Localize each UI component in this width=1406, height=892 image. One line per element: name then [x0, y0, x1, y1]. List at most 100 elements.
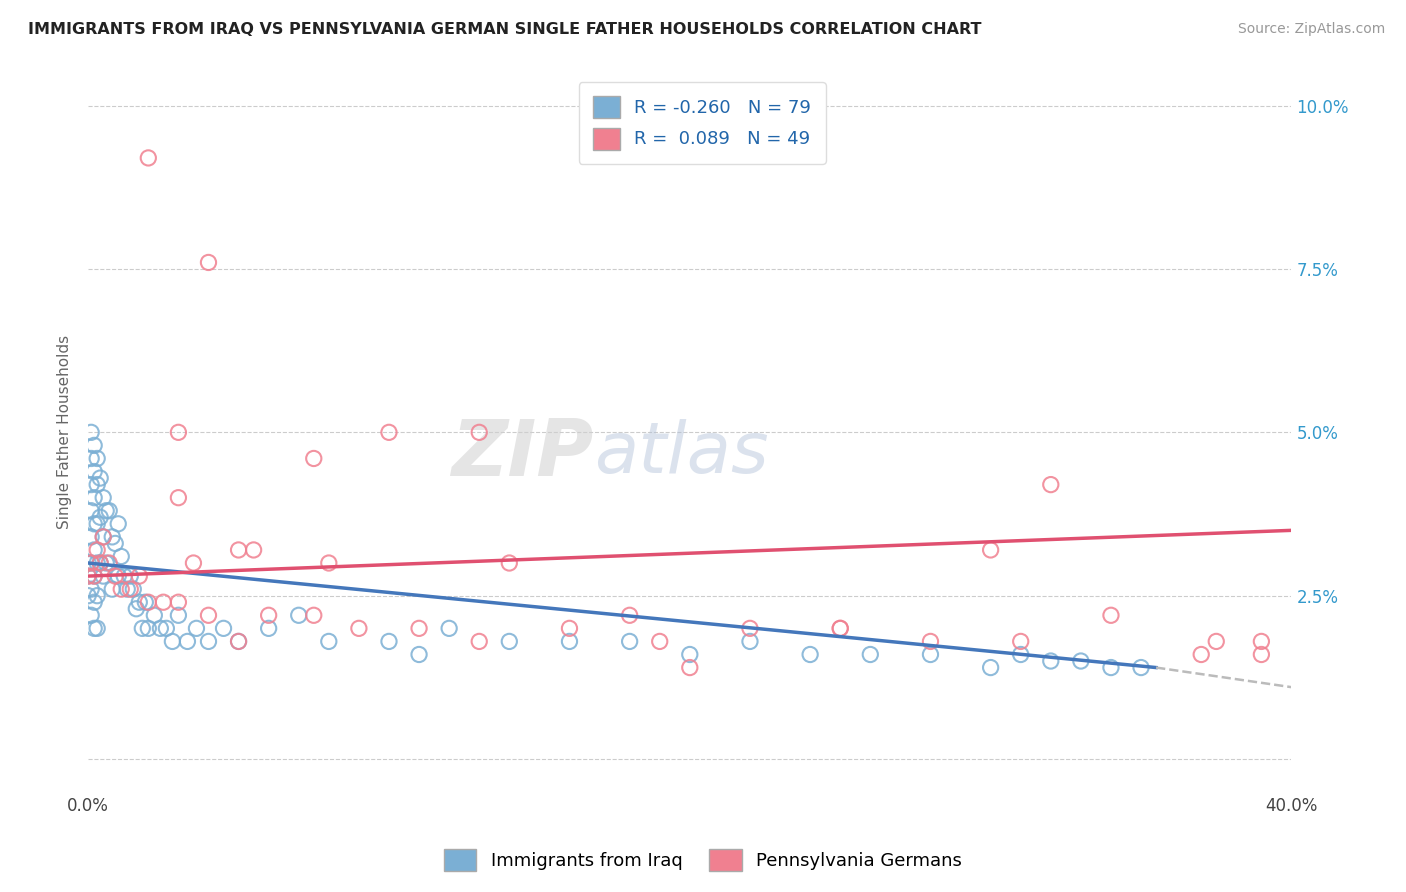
Point: [679, 648, 702, 662]
Point: [176, 634, 198, 648]
Point: [89, 556, 111, 570]
Point: [1039, 477, 1062, 491]
Point: [1130, 660, 1153, 674]
Point: [149, 621, 172, 635]
Point: [257, 621, 280, 635]
Point: [104, 536, 127, 550]
Point: [1205, 634, 1227, 648]
Point: [408, 621, 430, 635]
Point: [143, 608, 166, 623]
Point: [378, 425, 401, 440]
Point: [96, 504, 118, 518]
Point: [1070, 654, 1092, 668]
Point: [86, 621, 108, 635]
Point: [318, 634, 340, 648]
Point: [619, 608, 641, 623]
Point: [80, 477, 103, 491]
Point: [468, 425, 491, 440]
Text: IMMIGRANTS FROM IRAQ VS PENNSYLVANIA GERMAN SINGLE FATHER HOUSEHOLDS CORRELATION: IMMIGRANTS FROM IRAQ VS PENNSYLVANIA GER…: [28, 22, 981, 37]
Point: [98, 504, 121, 518]
Point: [1010, 634, 1032, 648]
Point: [77, 589, 100, 603]
Point: [128, 595, 150, 609]
Point: [107, 516, 129, 531]
Point: [920, 648, 942, 662]
Point: [86, 589, 108, 603]
Point: [110, 549, 132, 564]
Point: [83, 543, 105, 558]
Point: [91, 569, 114, 583]
Point: [83, 516, 105, 531]
Point: [378, 634, 401, 648]
Point: [347, 621, 370, 635]
Point: [131, 621, 153, 635]
Point: [136, 621, 159, 635]
Point: [1039, 654, 1062, 668]
Point: [648, 634, 671, 648]
Point: [89, 556, 111, 570]
Point: [91, 530, 114, 544]
Point: [242, 543, 264, 558]
Point: [167, 425, 190, 440]
Point: [80, 556, 103, 570]
Point: [80, 451, 103, 466]
Point: [619, 634, 641, 648]
Legend: Immigrants from Iraq, Pennsylvania Germans: Immigrants from Iraq, Pennsylvania Germa…: [436, 842, 970, 879]
Point: [86, 556, 108, 570]
Point: [96, 556, 118, 570]
Point: [83, 621, 105, 635]
Point: [558, 634, 581, 648]
Point: [1189, 648, 1212, 662]
Point: [498, 556, 520, 570]
Point: [91, 530, 114, 544]
Point: [738, 634, 761, 648]
Point: [228, 634, 250, 648]
Point: [1010, 648, 1032, 662]
Point: [136, 151, 159, 165]
Point: [980, 660, 1002, 674]
Point: [980, 543, 1002, 558]
Point: [830, 621, 852, 635]
Point: [1250, 648, 1272, 662]
Point: [89, 510, 111, 524]
Point: [498, 634, 520, 648]
Text: ZIP: ZIP: [451, 416, 593, 491]
Point: [152, 595, 174, 609]
Point: [110, 582, 132, 596]
Text: atlas: atlas: [593, 419, 768, 489]
Y-axis label: Single Father Households: Single Father Households: [58, 335, 72, 529]
Point: [212, 621, 235, 635]
Point: [799, 648, 821, 662]
Point: [80, 608, 103, 623]
Point: [468, 634, 491, 648]
Point: [134, 595, 156, 609]
Point: [107, 569, 129, 583]
Point: [437, 621, 460, 635]
Point: [228, 634, 250, 648]
Point: [80, 556, 103, 570]
Point: [77, 569, 100, 583]
Point: [83, 438, 105, 452]
Point: [77, 569, 100, 583]
Legend: R = -0.260   N = 79, R =  0.089   N = 49: R = -0.260 N = 79, R = 0.089 N = 49: [578, 82, 825, 164]
Point: [86, 516, 108, 531]
Point: [257, 608, 280, 623]
Point: [89, 471, 111, 485]
Point: [91, 491, 114, 505]
Point: [80, 425, 103, 440]
Point: [120, 582, 142, 596]
Point: [1099, 660, 1122, 674]
Point: [162, 634, 184, 648]
Point: [302, 451, 325, 466]
Point: [302, 608, 325, 623]
Point: [183, 556, 205, 570]
Point: [1099, 608, 1122, 623]
Point: [122, 582, 145, 596]
Point: [83, 569, 105, 583]
Point: [98, 556, 121, 570]
Point: [738, 621, 761, 635]
Point: [679, 660, 702, 674]
Point: [128, 569, 150, 583]
Text: Source: ZipAtlas.com: Source: ZipAtlas.com: [1237, 22, 1385, 37]
Point: [125, 601, 148, 615]
